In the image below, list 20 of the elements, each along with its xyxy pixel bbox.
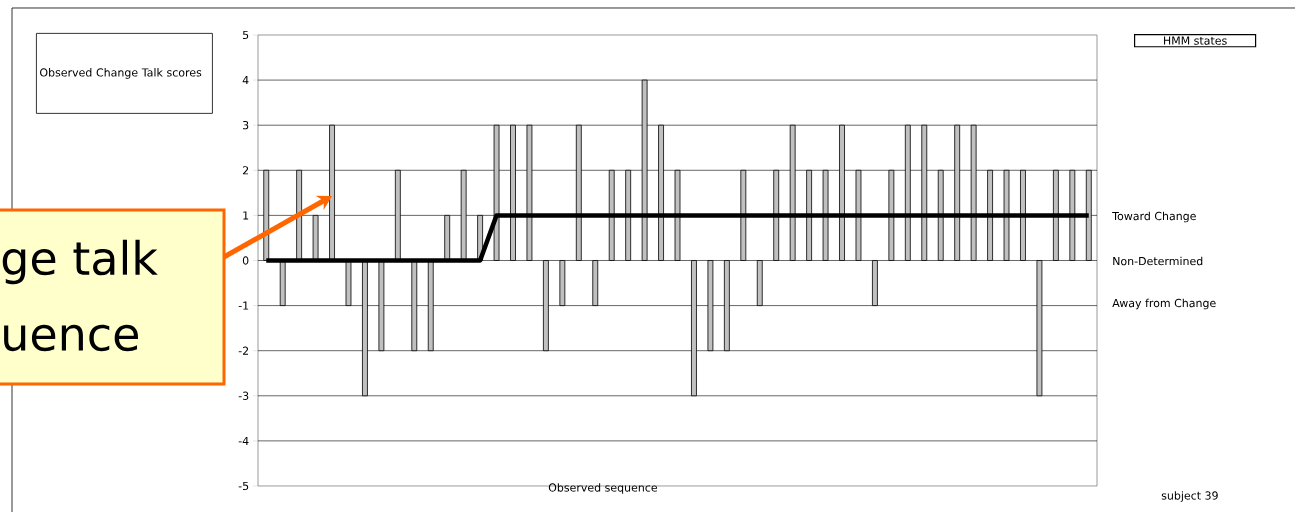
- y-tick-label: 0: [242, 256, 249, 265]
- y-tick-label: -5: [238, 481, 249, 491]
- y-tick-label: 5: [242, 30, 249, 40]
- text: ge talk: [2, 239, 158, 285]
- x-axis-title: Observed sequence: [548, 483, 658, 494]
- y-tick-label: -4: [238, 436, 249, 445]
- text: subject 39: [1161, 491, 1218, 502]
- text: Observed Change Talk scores: [40, 68, 202, 79]
- y-tick-label: 2: [242, 166, 249, 175]
- text: Non-Determined: [1113, 256, 1203, 266]
- y-tick-label: 4: [242, 76, 249, 85]
- y-tick-label: -1: [238, 301, 249, 310]
- text: HMM states: [1164, 36, 1227, 45]
- text: Away from Change: [1112, 298, 1216, 310]
- text: uence: [4, 324, 138, 352]
- text: Toward Change: [1112, 211, 1196, 223]
- y-tick-label: 1: [243, 211, 249, 220]
- y-tick-label: -2: [238, 346, 249, 355]
- y-tick-label: -3: [238, 391, 249, 400]
- y-tick-label: 3: [242, 121, 249, 130]
